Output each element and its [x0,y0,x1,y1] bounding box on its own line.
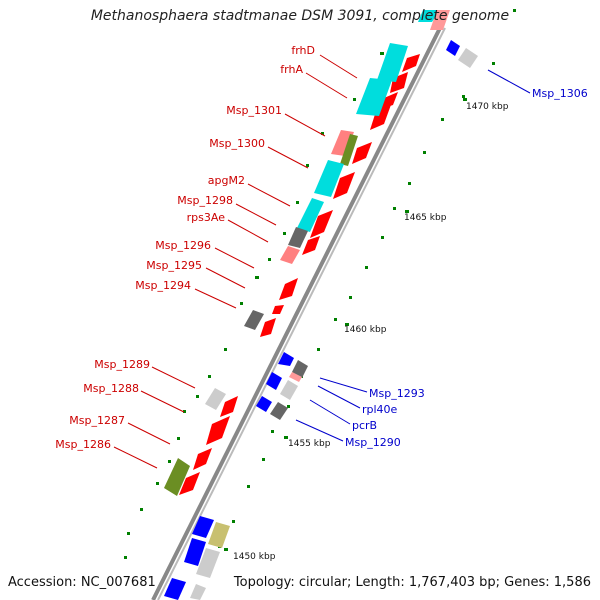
gene-block-gray[interactable] [288,227,308,248]
gene-block-lightgray[interactable] [205,388,226,410]
gene-label[interactable]: Msp_1306 [532,87,588,100]
gene-block-cyan[interactable] [356,78,392,116]
gene-arrow[interactable] [302,236,320,255]
left-gene-labels: frhD frhA Msp_1301 Msp_1300 apgM2 Msp_12… [55,44,315,451]
gene-label[interactable]: pcrB [352,419,377,432]
gene-label[interactable]: frhD [291,44,315,57]
gene-label[interactable]: Msp_1301 [226,104,282,117]
gene-block-lightgray[interactable] [458,48,478,68]
gene-label[interactable]: frhA [280,63,303,76]
gene-label[interactable]: Msp_1289 [94,358,150,371]
gene-label[interactable]: Msp_1287 [69,414,125,427]
gene-arrow-reverse[interactable] [266,372,282,390]
gene-arrow[interactable] [272,305,284,314]
gene-arrow[interactable] [220,396,238,417]
gene-block-blue[interactable] [184,538,206,566]
gene-block-pink[interactable] [280,246,300,264]
gene-arrow[interactable] [260,318,276,337]
left-genes [164,10,450,496]
gene-block-lightgray[interactable] [196,548,220,578]
backbone-outer [151,27,442,600]
gene-block-cyan[interactable] [297,198,324,232]
scale-label-1455: 1455 kbp [288,439,331,449]
gene-block-cyan[interactable] [377,43,408,82]
gene-block-olive[interactable] [164,458,190,496]
gene-label[interactable]: Msp_1294 [135,279,191,292]
gene-label[interactable]: Msp_1300 [209,137,265,150]
gene-block-blue[interactable] [164,578,186,600]
scale-label-1450: 1450 kbp [233,552,276,562]
gene-label[interactable]: Msp_1290 [345,436,401,449]
right-leaders [295,69,531,442]
accession-label: Accession: NC_007681 [8,575,156,590]
gene-block-pink[interactable] [289,372,302,382]
gene-arrow[interactable] [378,92,398,110]
gene-arrow[interactable] [402,54,420,72]
gene-label[interactable]: Msp_1298 [177,194,233,207]
gene-label[interactable]: rps3Ae [187,211,226,224]
gene-label[interactable]: Msp_1293 [369,387,425,400]
gene-block-khaki[interactable] [208,522,230,548]
gene-arrow[interactable] [279,278,298,300]
gene-label[interactable]: Msp_1286 [55,438,111,451]
backbone-inner [157,27,446,600]
gene-block-blue[interactable] [192,516,214,538]
gene-arrow[interactable] [206,416,230,445]
gene-label[interactable]: apgM2 [208,174,245,187]
genome-summary: Topology: circular; Length: 1,767,403 bp… [233,575,591,590]
gene-label[interactable]: Msp_1295 [146,259,202,272]
scale-label-1465: 1465 kbp [404,213,447,223]
scale-label-1470: 1470 kbp [466,102,509,112]
forward-genes [179,54,420,495]
gene-block-gray[interactable] [292,360,308,378]
gene-block-cyan[interactable] [314,160,344,197]
right-gene-labels: Msp_1306 Msp_1293 rpl40e pcrB Msp_1290 [345,87,588,449]
gene-label[interactable]: rpl40e [362,403,398,416]
gene-block-lightgray[interactable] [280,380,298,400]
gene-arrow[interactable] [370,102,392,130]
reverse-genes [164,40,478,600]
gene-block-pink[interactable] [331,130,354,156]
gene-arrow-reverse[interactable] [256,396,272,412]
gene-block-lightgray[interactable] [190,584,206,600]
map-title: Methanosphaera stadtmanae DSM 3091, comp… [90,8,510,24]
gene-label[interactable]: Msp_1288 [83,382,139,395]
gene-arrow[interactable] [390,72,408,93]
scale-label-1460: 1460 kbp [344,325,387,335]
gene-arrow[interactable] [179,472,200,495]
gene-arrow[interactable] [193,448,212,470]
gene-arrow[interactable] [352,142,372,164]
gene-block-pink[interactable] [430,10,450,30]
gene-block-olive[interactable] [340,134,358,166]
gene-block-gray[interactable] [270,402,288,420]
gene-arrow[interactable] [333,172,355,199]
gene-arrow-reverse[interactable] [446,40,460,56]
gene-arrow-reverse[interactable] [278,352,294,366]
gene-block-cyan[interactable] [418,10,440,22]
gene-block-gray[interactable] [244,310,264,330]
scale-ticks [124,9,516,559]
left-leaders [113,54,358,469]
gene-arrow[interactable] [310,210,333,238]
gene-label[interactable]: Msp_1296 [155,239,211,252]
